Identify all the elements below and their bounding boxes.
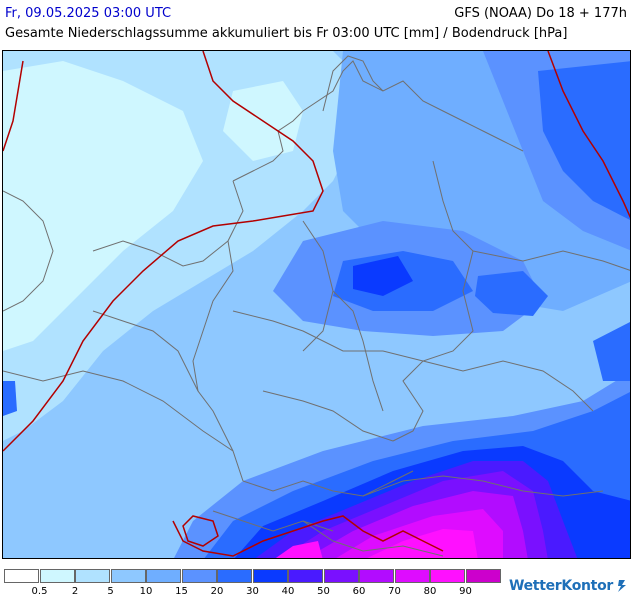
border-poland bbox=[472, 250, 630, 271]
isobar-south-loop bbox=[182, 515, 219, 547]
legend-swatch bbox=[75, 569, 110, 583]
precip-zone-central-peak bbox=[353, 256, 413, 296]
isobars bbox=[3, 51, 630, 557]
legend-swatch bbox=[288, 569, 323, 583]
legend-label: 5 bbox=[107, 586, 114, 597]
precip-zone-lightest bbox=[3, 61, 203, 351]
legend-swatch bbox=[39, 569, 75, 583]
legend-swatch bbox=[394, 569, 430, 583]
wetterkontor-logo: WetterKontor bbox=[509, 578, 627, 594]
precip-zone-east-spot bbox=[593, 322, 630, 381]
precip-zone-sw bbox=[3, 411, 183, 558]
map-canvas bbox=[3, 51, 630, 558]
legend-swatch bbox=[359, 569, 394, 583]
legend-swatch bbox=[217, 569, 252, 583]
model-run: GFS (NOAA) Do 18 + 177h bbox=[454, 6, 627, 21]
legend-label: 50 bbox=[317, 586, 330, 597]
logo-mark-icon bbox=[618, 580, 626, 592]
logo-text: WetterKontor bbox=[508, 578, 613, 594]
border-germany-south bbox=[242, 470, 414, 497]
border-benelux bbox=[92, 240, 229, 267]
legend-label: 60 bbox=[352, 586, 366, 597]
border-states-3 bbox=[262, 390, 394, 442]
map-subtitle: Gesamte Niederschlagssumme akkumuliert b… bbox=[5, 26, 568, 41]
valid-time: Fr, 09.05.2025 03:00 UTC bbox=[5, 6, 172, 21]
legend-label: 70 bbox=[388, 586, 401, 597]
border-states-2 bbox=[232, 310, 424, 362]
border-austria bbox=[362, 475, 604, 497]
isobar-west bbox=[3, 51, 324, 452]
legend-label: 30 bbox=[246, 586, 259, 597]
precip-zone-west-spot bbox=[3, 381, 17, 416]
legend-swatch bbox=[323, 569, 359, 583]
legend-label: 20 bbox=[210, 586, 224, 597]
border-states-4 bbox=[332, 290, 384, 412]
legend-swatch bbox=[146, 569, 181, 583]
precip-zone-east-cell bbox=[475, 271, 548, 316]
border-germany-west bbox=[192, 180, 244, 482]
border-italy bbox=[302, 520, 444, 557]
isobar-northeast bbox=[547, 51, 630, 219]
legend-swatch bbox=[181, 569, 217, 583]
legend-label: 80 bbox=[423, 586, 437, 597]
legend-label: 2 bbox=[71, 586, 79, 597]
isobar-northwest bbox=[3, 60, 24, 152]
precipitation-map[interactable] bbox=[2, 50, 631, 559]
precip-zone-very-heavy-ne bbox=[538, 61, 630, 220]
legend-swatch bbox=[252, 569, 288, 583]
legend-label: 90 bbox=[459, 586, 472, 597]
border-czech bbox=[422, 360, 594, 412]
map-header: Fr, 09.05.2025 03:00 UTC GFS (NOAA) Do 1… bbox=[0, 0, 633, 46]
legend-label: 10 bbox=[139, 586, 153, 597]
legend-label: 15 bbox=[175, 586, 188, 597]
legend-swatch bbox=[110, 569, 146, 583]
legend-swatch bbox=[465, 569, 501, 583]
border-france bbox=[3, 370, 234, 452]
precip-zone-south-90-west bbox=[275, 541, 323, 558]
country-borders bbox=[3, 55, 630, 557]
coastline-uk bbox=[3, 190, 54, 312]
coastline-denmark bbox=[322, 55, 384, 112]
border-germany-east bbox=[392, 160, 474, 442]
border-belgium bbox=[92, 310, 199, 392]
legend-label: 40 bbox=[281, 586, 295, 597]
legend-label: 0.5 bbox=[31, 586, 48, 597]
isobar-south bbox=[172, 515, 444, 557]
legend-swatch bbox=[4, 569, 39, 583]
coastline-north bbox=[232, 60, 524, 182]
legend-swatch bbox=[430, 569, 465, 583]
precip-zone-south-90 bbox=[367, 529, 478, 558]
